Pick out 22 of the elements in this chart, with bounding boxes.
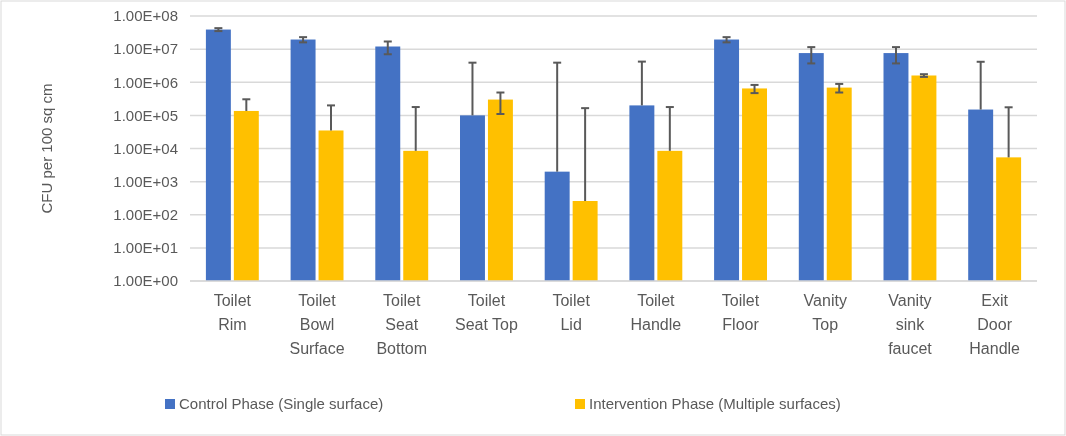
y-tick-label: 1.00E+01: [113, 239, 178, 257]
y-tick-label: 1.00E+07: [113, 40, 178, 58]
x-tick-label: Toilet Seat Bottom: [376, 292, 428, 357]
x-tick-label: Toilet Bowl Surface: [289, 292, 345, 357]
x-tick-label: Exit Door Handle: [969, 292, 1021, 357]
legend-label: Intervention Phase (Multiple surfaces): [589, 395, 841, 413]
y-tick-label: 1.00E+02: [113, 206, 178, 223]
legend-label: Control Phase (Single surface): [179, 395, 384, 413]
y-tick-label: 1.00E+05: [113, 106, 178, 124]
y-tick-label: 1.00E+06: [113, 73, 178, 91]
x-tick-label: Toilet Floor: [721, 292, 760, 333]
x-tick-label: Toilet Handle: [630, 292, 682, 333]
y-axis-title: CFU per 100 sq cm: [38, 83, 55, 214]
y-tick-label: 1.00E+04: [113, 139, 178, 157]
x-tick-label: Toilet Seat Top: [455, 292, 518, 333]
y-tick-label: 1.00E+08: [113, 7, 178, 25]
x-tick-label: Toilet Lid: [552, 292, 591, 333]
y-tick-label: 1.00E+03: [113, 172, 178, 190]
x-tick-label: Toilet Rim: [213, 292, 252, 333]
x-tick-label: Vanity Top: [803, 292, 847, 333]
x-tick-label: Vanity sink faucet: [888, 292, 933, 357]
y-tick-label: 1.00E+00: [113, 272, 178, 290]
